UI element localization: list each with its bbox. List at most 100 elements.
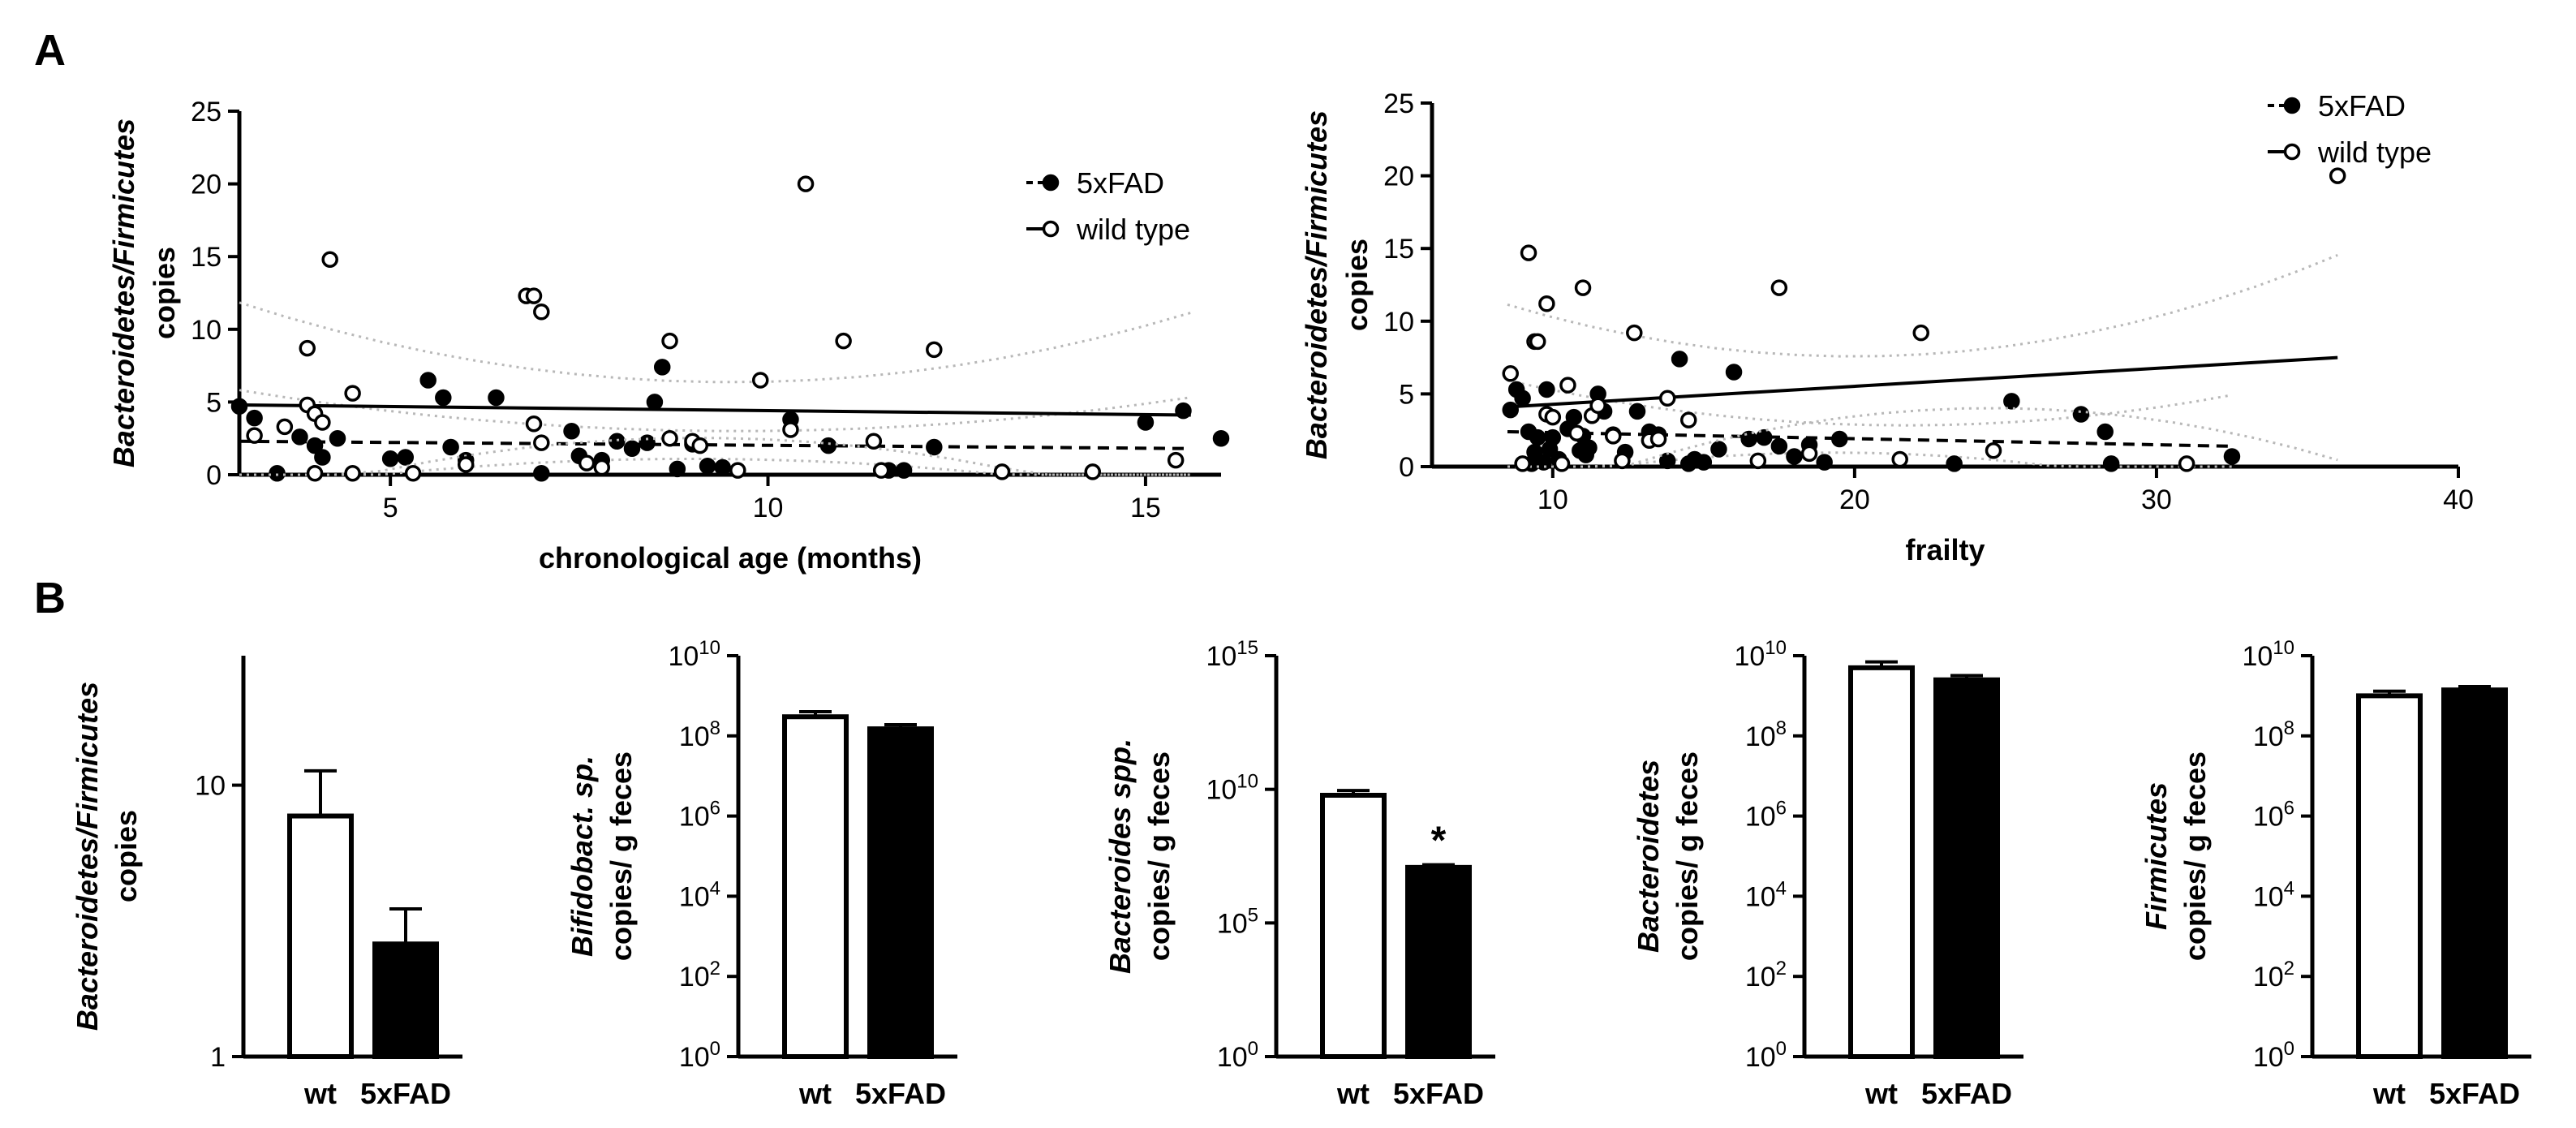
scatter-chart-A2: 0 5 10 15 20 25 10 20 30 40 frailty Bacteroidetes/F… <box>1300 88 2474 566</box>
data-point-wild-type <box>1749 452 1767 470</box>
bar-5xfad <box>867 726 934 1059</box>
y-tick-label: 108 <box>2253 717 2294 752</box>
y-tick-label: 100 <box>1745 1038 1787 1073</box>
data-point-5xfad <box>1580 439 1598 456</box>
bar-chart-B2: 100 102 104 106 108 1010 wt 5xFAD Bifidobact. sp… <box>566 637 957 1110</box>
y-tick-label: 5 <box>206 387 221 418</box>
panel-letter-b: B <box>34 574 66 622</box>
data-point-wild-type <box>593 459 611 476</box>
data-point-5xfad <box>419 372 437 389</box>
y-axis-label: copies <box>148 247 181 339</box>
data-point-wild-type <box>835 332 852 350</box>
confidence-band <box>239 458 1191 476</box>
data-point-wild-type <box>1084 463 1102 480</box>
data-point-wild-type <box>729 462 746 479</box>
y-tick-label: 100 <box>1217 1038 1258 1073</box>
data-point-5xfad <box>1740 430 1757 448</box>
data-point-5xfad <box>381 450 399 467</box>
data-point-5xfad <box>2096 423 2114 441</box>
data-point-5xfad <box>2072 406 2090 423</box>
y-axis-label: copies/ g feces <box>1671 751 1704 961</box>
x-tick-label: 5xFAD <box>1921 1077 2012 1110</box>
data-point-wild-type <box>865 433 883 450</box>
y-axis-label: copies <box>110 810 143 902</box>
data-point-wild-type <box>661 429 678 447</box>
data-point-wild-type <box>344 464 361 482</box>
data-point-5xfad <box>442 438 459 456</box>
y-tick-label: 1010 <box>1734 637 1787 672</box>
data-point-5xfad <box>435 389 452 407</box>
bar-chart-B5: 100 102 104 106 108 1010 wt 5xFAD Firmicutes copi… <box>2139 637 2531 1110</box>
data-point-wild-type <box>2178 455 2195 472</box>
data-point-wild-type <box>1912 324 1929 342</box>
data-point-5xfad <box>488 389 505 407</box>
data-point-wild-type <box>1544 408 1562 426</box>
y-tick-label: 105 <box>1217 904 1258 939</box>
data-point-5xfad <box>1628 403 1646 420</box>
confidence-band <box>1507 407 2338 468</box>
data-point-5xfad <box>1710 441 1727 458</box>
data-point-5xfad <box>714 459 731 476</box>
x-axis-label: chronological age (months) <box>539 541 922 575</box>
bar-5xfad <box>1933 677 2000 1059</box>
data-point-wild-type <box>691 437 709 454</box>
fit-line <box>239 439 1191 450</box>
data-point-5xfad <box>1538 381 1555 398</box>
bar-5xfad <box>1405 864 1472 1060</box>
data-point-wild-type <box>246 427 263 444</box>
x-tick-label: 10 <box>1537 484 1568 515</box>
legend-label: wild type <box>1076 213 1190 246</box>
x-tick-label: 5xFAD <box>2429 1077 2520 1110</box>
data-point-wild-type <box>525 415 543 433</box>
y-axis-label-italic: Bacteroidetes/Firmicutes <box>71 682 104 1031</box>
x-tick-label: wt <box>798 1077 832 1110</box>
data-point-wild-type <box>344 385 361 402</box>
data-point-wild-type <box>1800 445 1818 463</box>
y-tick-label: 102 <box>679 958 720 992</box>
data-point-5xfad <box>1695 454 1713 471</box>
data-point-wild-type <box>457 456 475 473</box>
data-point-wild-type <box>1167 451 1185 469</box>
bar-wt <box>1320 792 1387 1059</box>
data-point-5xfad <box>397 449 415 466</box>
data-point-wild-type <box>1891 450 1908 468</box>
data-point-5xfad <box>1535 454 1552 471</box>
data-point-wild-type <box>872 462 890 479</box>
y-tick-label: 1010 <box>1206 771 1258 806</box>
data-point-5xfad <box>926 438 943 456</box>
data-point-wild-type <box>1553 455 1571 472</box>
data-point-wild-type <box>1649 430 1667 448</box>
y-tick-label: 104 <box>2253 877 2294 912</box>
legend-marker <box>2283 143 2301 161</box>
y-tick-label: 108 <box>679 717 720 752</box>
y-axis-label-italic: Bifidobact. sp. <box>566 756 599 957</box>
bar-chart-B4: 100 102 104 106 108 1010 wt 5xFAD Bacteroidetes c… <box>1632 637 2023 1110</box>
x-tick-label: 30 <box>2141 484 2172 515</box>
data-point-wild-type <box>1658 390 1676 407</box>
data-point-5xfad <box>1831 430 1848 448</box>
data-point-5xfad <box>1816 454 1833 471</box>
data-point-5xfad <box>699 457 716 475</box>
bar-5xfad <box>372 941 439 1059</box>
y-tick-label: 10 <box>191 315 221 346</box>
y-axis-label-italic: Firmicutes <box>2139 782 2173 930</box>
y-tick-label: 106 <box>679 798 720 833</box>
confidence-band <box>239 437 1191 476</box>
y-tick-label: 25 <box>1383 88 1414 119</box>
fit-line <box>1507 429 2232 448</box>
data-point-5xfad <box>1725 364 1743 381</box>
data-point-wild-type <box>276 418 294 436</box>
x-tick-label: 15 <box>1130 493 1161 523</box>
x-tick-label: 5xFAD <box>855 1077 946 1110</box>
y-tick-label: 5 <box>1399 379 1414 410</box>
fit-line <box>1507 355 2338 409</box>
data-point-wild-type <box>306 464 324 482</box>
y-axis-label: copies/ g feces <box>604 751 638 961</box>
y-tick-label: 108 <box>1745 717 1787 752</box>
data-point-wild-type <box>926 341 943 359</box>
y-tick-label: 1010 <box>668 637 720 672</box>
data-point-wild-type <box>2329 167 2346 184</box>
x-tick-label: 20 <box>1839 484 1870 515</box>
data-point-wild-type <box>525 287 543 304</box>
